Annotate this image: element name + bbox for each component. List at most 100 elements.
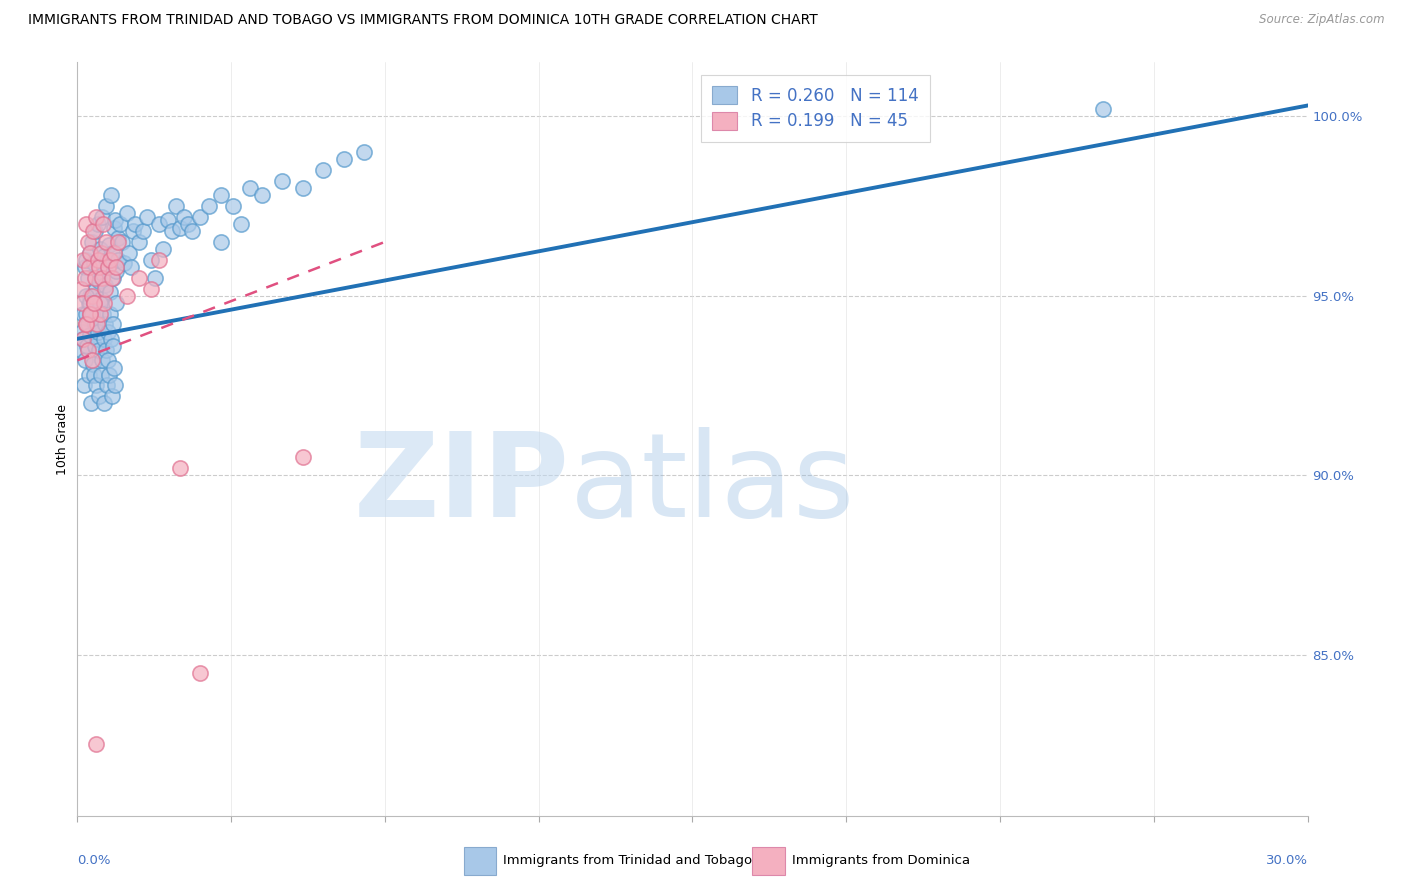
Point <box>169 220 191 235</box>
Point <box>353 145 375 160</box>
Point <box>114 256 136 270</box>
Point <box>98 252 121 267</box>
Point <box>105 263 128 277</box>
Point <box>72 252 94 267</box>
Text: atlas: atlas <box>569 427 855 542</box>
Point <box>197 199 219 213</box>
Point <box>152 242 174 256</box>
Point <box>98 238 121 252</box>
Point <box>97 260 120 274</box>
Point <box>148 252 170 267</box>
Point <box>80 235 103 249</box>
Point <box>250 188 273 202</box>
Point <box>73 270 96 285</box>
Point <box>90 245 112 260</box>
Point <box>83 224 105 238</box>
Point <box>128 235 150 249</box>
FancyBboxPatch shape <box>464 847 496 874</box>
Point <box>80 396 103 410</box>
Point <box>86 332 108 346</box>
Point <box>89 296 111 310</box>
Text: IMMIGRANTS FROM TRINIDAD AND TOBAGO VS IMMIGRANTS FROM DOMINICA 10TH GRADE CORRE: IMMIGRANTS FROM TRINIDAD AND TOBAGO VS I… <box>28 13 818 28</box>
Point <box>82 224 104 238</box>
Point <box>75 318 97 332</box>
Point <box>115 206 138 220</box>
Point <box>76 339 98 353</box>
Point <box>94 235 117 249</box>
Point <box>101 245 124 260</box>
Point <box>90 368 112 382</box>
Point <box>75 307 97 321</box>
Point <box>72 332 94 346</box>
Point <box>101 270 124 285</box>
Point <box>136 210 159 224</box>
Point <box>82 307 104 321</box>
Point <box>93 296 115 310</box>
Point <box>177 217 200 231</box>
Point <box>98 307 121 321</box>
Point <box>104 213 127 227</box>
Point <box>84 281 107 295</box>
Point <box>104 378 127 392</box>
Point <box>98 368 121 382</box>
Point <box>87 260 110 274</box>
Text: Immigrants from Trinidad and Tobago: Immigrants from Trinidad and Tobago <box>503 855 752 867</box>
Point <box>104 296 127 310</box>
Point <box>75 318 97 332</box>
Point <box>93 332 115 346</box>
Point <box>91 267 114 281</box>
Point <box>82 357 104 371</box>
Point <box>84 339 107 353</box>
Point <box>79 307 101 321</box>
Point <box>209 188 232 202</box>
Point <box>77 296 100 310</box>
Point <box>90 293 112 307</box>
Point <box>90 270 114 285</box>
Point <box>83 296 105 310</box>
Point <box>94 277 117 292</box>
Point <box>110 217 132 231</box>
Point <box>70 281 93 295</box>
Point <box>79 307 101 321</box>
Point <box>101 339 124 353</box>
Point <box>86 318 108 332</box>
Point <box>79 245 101 260</box>
Point <box>87 274 110 288</box>
Point <box>73 378 96 392</box>
Point <box>87 217 110 231</box>
Point <box>87 389 110 403</box>
Text: Immigrants from Dominica: Immigrants from Dominica <box>792 855 970 867</box>
Point <box>87 325 110 339</box>
Point <box>100 332 122 346</box>
Point <box>90 210 114 224</box>
Point <box>94 281 117 295</box>
Point <box>107 231 129 245</box>
Point <box>120 260 142 274</box>
Point <box>103 360 125 375</box>
Point <box>105 260 128 274</box>
Point <box>94 318 117 332</box>
Point <box>75 318 97 332</box>
Point <box>97 353 120 368</box>
Point <box>173 210 195 224</box>
Point <box>83 368 105 382</box>
Point <box>76 235 98 249</box>
Point <box>107 235 129 249</box>
Y-axis label: 10th Grade: 10th Grade <box>56 404 69 475</box>
Point <box>169 461 191 475</box>
Point <box>103 220 125 235</box>
Point <box>91 217 114 231</box>
Point <box>291 181 314 195</box>
Point <box>141 252 163 267</box>
Point <box>117 245 139 260</box>
Point <box>124 217 146 231</box>
Point <box>94 199 117 213</box>
Point <box>143 270 166 285</box>
Point <box>312 163 335 178</box>
Point <box>89 242 111 256</box>
Point <box>107 252 129 267</box>
Point <box>80 289 103 303</box>
Point <box>291 450 314 465</box>
Point <box>98 285 121 300</box>
Point <box>86 303 108 318</box>
